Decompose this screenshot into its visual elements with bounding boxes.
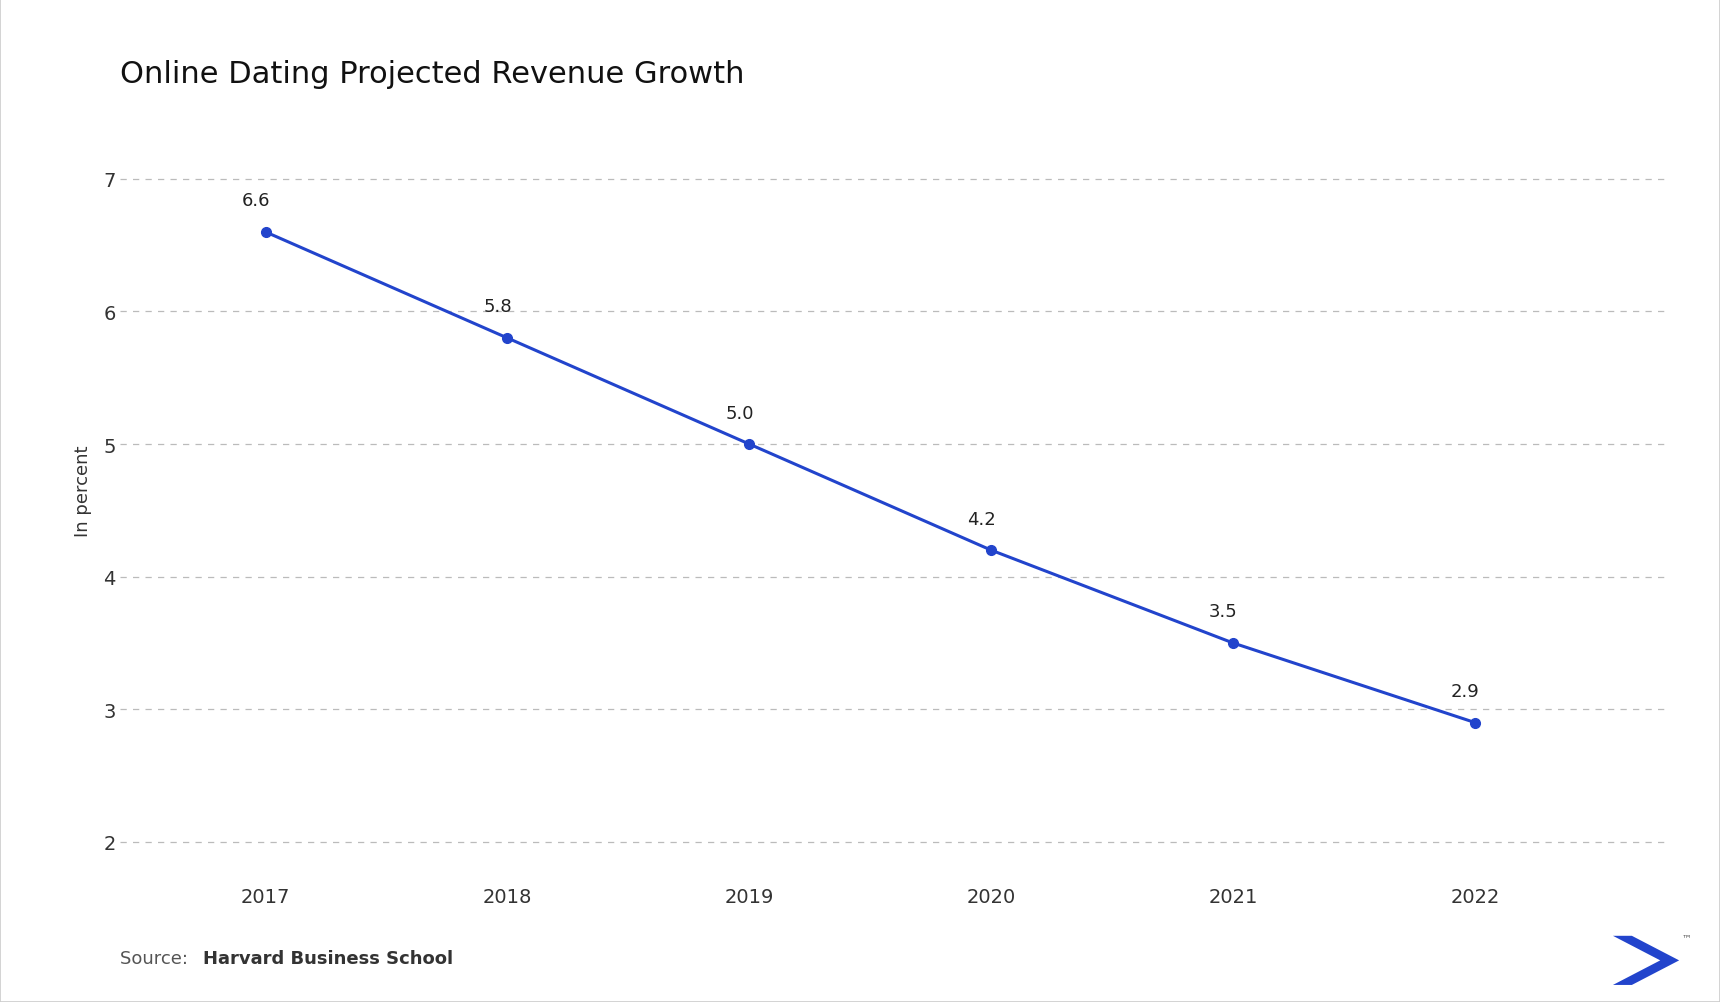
Text: 5.0: 5.0 bbox=[726, 404, 753, 422]
Text: Online Dating Projected Revenue Growth: Online Dating Projected Revenue Growth bbox=[120, 60, 745, 89]
Text: 2.9: 2.9 bbox=[1450, 682, 1479, 700]
Polygon shape bbox=[1613, 936, 1679, 985]
Text: 3.5: 3.5 bbox=[1209, 603, 1238, 621]
Text: ™: ™ bbox=[1682, 932, 1692, 942]
Y-axis label: In percent: In percent bbox=[74, 445, 91, 537]
Text: 5.8: 5.8 bbox=[483, 299, 513, 316]
Text: Harvard Business School: Harvard Business School bbox=[203, 949, 452, 967]
Text: Source:: Source: bbox=[120, 949, 194, 967]
Text: 6.6: 6.6 bbox=[241, 192, 270, 210]
Text: 4.2: 4.2 bbox=[967, 510, 996, 528]
